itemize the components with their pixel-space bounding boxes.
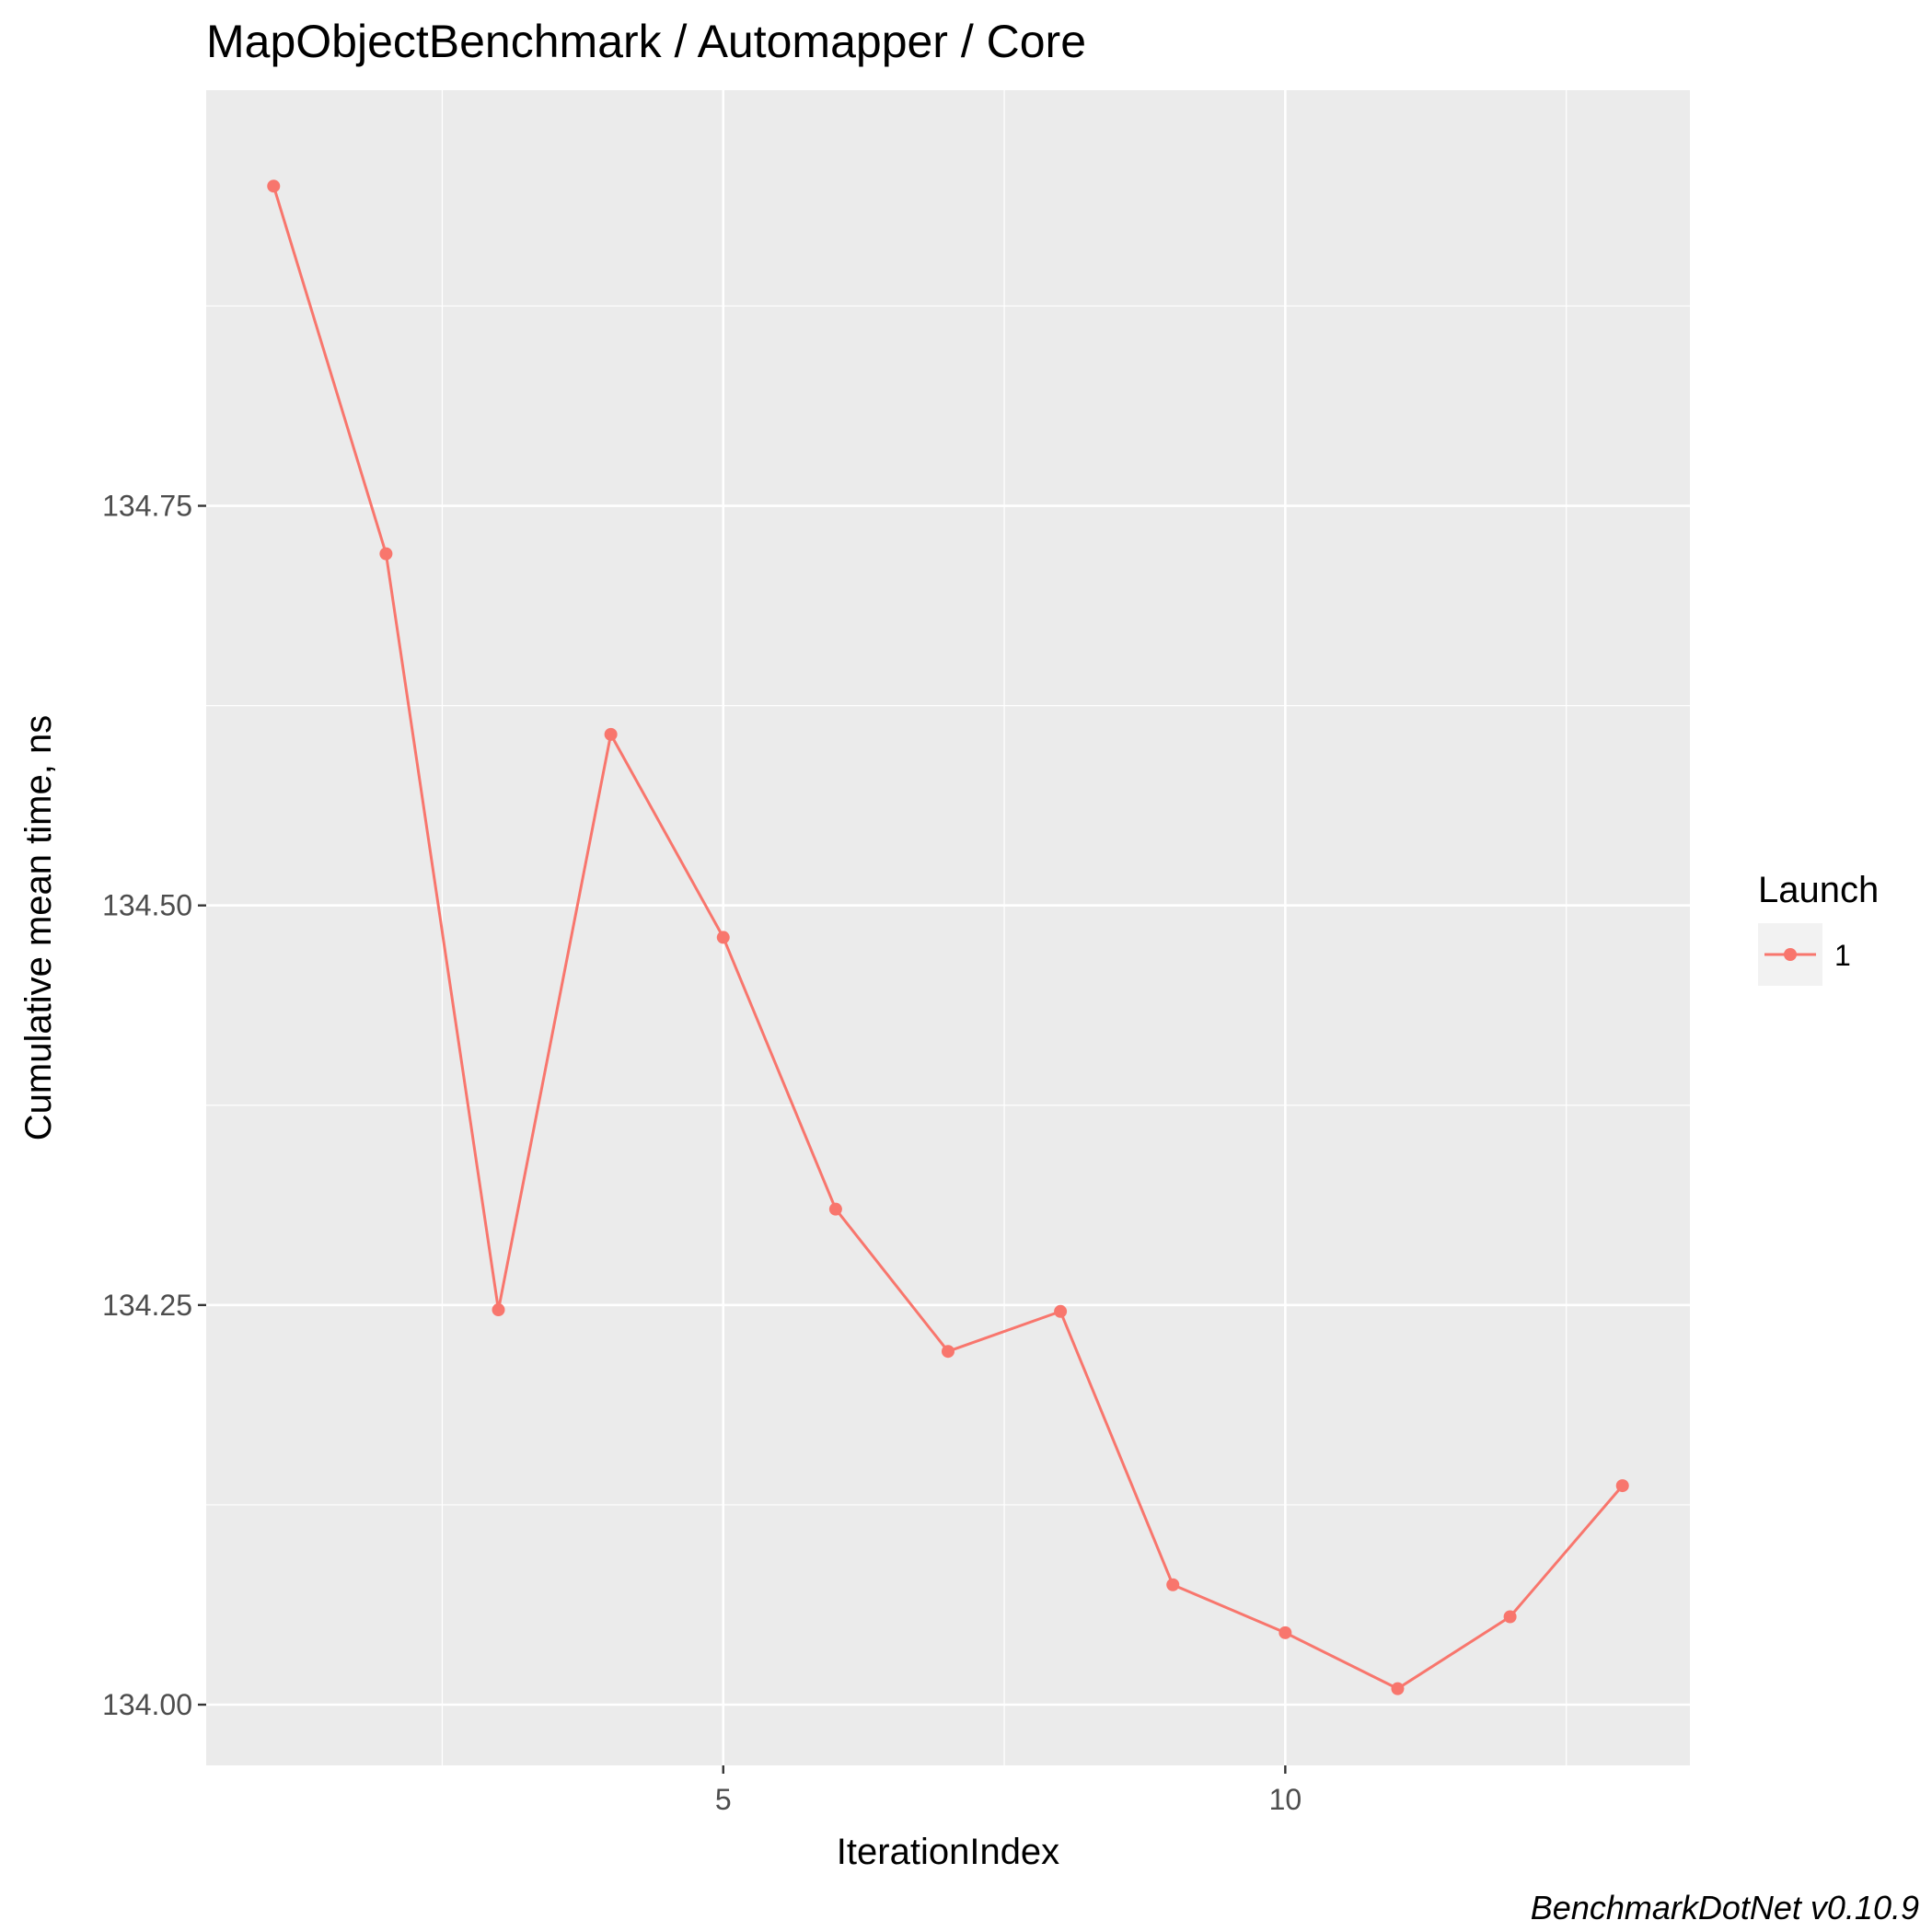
data-point xyxy=(1166,1578,1180,1591)
y-tick-label: 134.75 xyxy=(102,490,192,523)
chart-title: MapObjectBenchmark / Automapper / Core xyxy=(206,16,1086,67)
legend-title: Launch xyxy=(1758,870,1879,910)
data-point xyxy=(379,547,393,561)
x-tick-label: 10 xyxy=(1269,1783,1302,1816)
y-tick-label: 134.50 xyxy=(102,889,192,922)
x-tick-label: 5 xyxy=(715,1783,732,1816)
y-tick-label: 134.00 xyxy=(102,1688,192,1721)
data-point xyxy=(716,931,730,944)
legend-key-point xyxy=(1784,948,1797,961)
data-point xyxy=(1615,1479,1629,1493)
y-axis-title: Cumulative mean time, ns xyxy=(18,715,59,1140)
data-point xyxy=(942,1345,954,1359)
data-point xyxy=(267,179,281,193)
series-layer xyxy=(267,179,1629,1695)
data-point xyxy=(492,1303,505,1317)
data-point xyxy=(828,1202,842,1216)
data-point xyxy=(1503,1610,1517,1624)
data-point xyxy=(604,727,618,741)
plot-panel xyxy=(206,90,1690,1765)
data-point xyxy=(1391,1682,1405,1695)
legend: Launch 1 xyxy=(1758,870,1879,986)
minor-gridlines xyxy=(206,90,1690,1765)
x-axis-title: IterationIndex xyxy=(837,1832,1059,1872)
axes: 5 10 134.00 134.25 134.50 134.75 xyxy=(102,490,1301,1816)
data-point xyxy=(1054,1304,1068,1318)
caption: BenchmarkDotNet v0.10.9 xyxy=(1531,1889,1919,1926)
data-point xyxy=(1278,1625,1292,1639)
legend-label-series-1: 1 xyxy=(1834,939,1851,972)
major-gridlines xyxy=(206,90,1690,1765)
y-tick-label: 134.25 xyxy=(102,1289,192,1322)
